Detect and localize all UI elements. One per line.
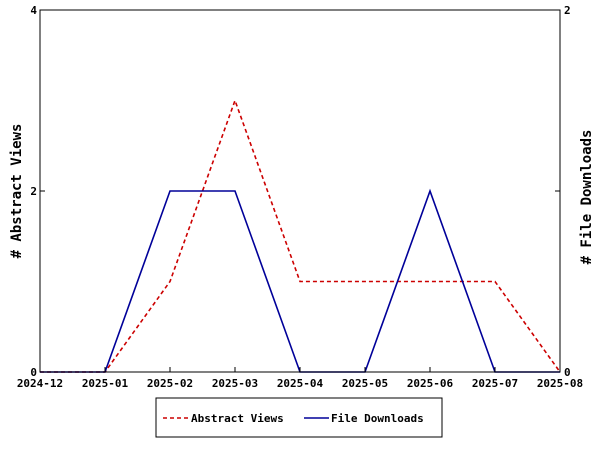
x-tick-label: 2025-07 [472,377,518,390]
x-tick-label: 2025-08 [537,377,583,390]
legend-box [155,397,443,438]
x-tick-label: 2024-12 [17,377,63,390]
plot-frame [39,9,561,373]
x-tick-label: 2025-02 [147,377,193,390]
y-axis-title-right: # File Downloads [579,130,595,265]
x-tick-label: 2025-03 [212,377,258,390]
x-tick-label: 2025-01 [82,377,129,390]
y-tick-label-left: 4 [30,4,37,17]
y-axis-title-left: # Abstract Views [9,124,25,259]
y-tick-label-left: 0 [30,366,37,379]
series-line-abstract-views [40,98,561,373]
legend-label-abstract-views: Abstract Views [191,412,284,425]
x-tick-label: 2025-05 [342,377,388,390]
x-tick-label: 2025-04 [277,377,324,390]
y-tick-label-right: 0 [564,366,571,379]
x-tick-label: 2025-06 [407,377,454,390]
y-tick-label-right: 2 [564,4,571,17]
legend-label-file-downloads: File Downloads [331,412,424,425]
y-tick-label-left: 2 [30,185,37,198]
legend: Abstract Views File Downloads [155,397,443,438]
